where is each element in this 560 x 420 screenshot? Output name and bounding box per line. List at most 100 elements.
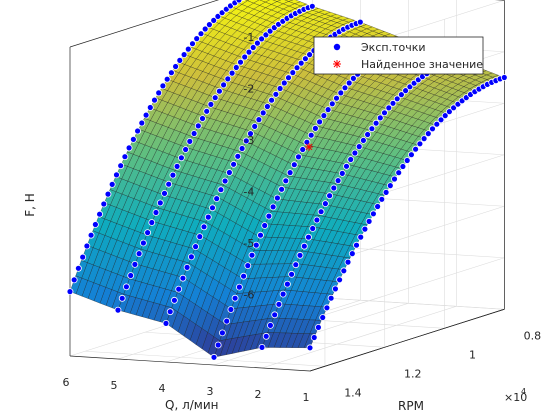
exp-point	[165, 180, 173, 188]
exp-point	[340, 267, 348, 275]
exp-point	[416, 140, 424, 148]
exp-point	[252, 241, 260, 249]
exp-point	[395, 169, 403, 177]
exp-point	[235, 283, 243, 291]
exp-point	[259, 109, 267, 117]
exp-point	[231, 294, 239, 302]
exp-point	[255, 116, 263, 123]
q-tick-label: 5	[111, 379, 118, 392]
exp-point	[135, 250, 143, 258]
legend-marker-exp-points	[333, 43, 341, 51]
rpm-exponent: ×10 4	[504, 387, 527, 404]
exp-point	[196, 233, 204, 241]
exp-point	[296, 251, 304, 259]
exp-point	[393, 95, 401, 103]
exp-point	[353, 241, 360, 249]
exp-point	[176, 57, 184, 64]
exp-point	[144, 229, 152, 237]
exp-point	[139, 239, 147, 247]
exp-point	[290, 161, 298, 169]
exp-point	[155, 89, 163, 97]
exp-point	[172, 63, 180, 70]
exp-point	[228, 69, 236, 77]
exp-point	[347, 156, 355, 163]
exp-point	[306, 51, 314, 58]
axis-edge	[69, 355, 311, 372]
exp-point	[275, 300, 283, 308]
q-tick-label: 3	[207, 385, 214, 398]
exp-point	[331, 285, 339, 293]
exp-point	[343, 162, 350, 170]
axis-edge	[69, 0, 220, 48]
exp-point	[386, 182, 394, 190]
exp-point	[356, 18, 364, 26]
exp-point	[317, 208, 325, 216]
exp-point	[220, 81, 228, 89]
exp-point	[397, 91, 405, 98]
rpm-exponent-power: 4	[521, 387, 526, 396]
exp-point	[225, 169, 233, 176]
q-tick-label: 6	[63, 376, 70, 389]
exp-point	[251, 123, 259, 130]
exp-point	[257, 231, 264, 239]
exp-point	[305, 233, 312, 241]
exp-point	[159, 82, 167, 90]
exp-point	[297, 59, 305, 67]
exp-point	[283, 280, 291, 288]
exp-point	[114, 306, 122, 314]
exp-point	[131, 260, 139, 268]
exp-point	[376, 114, 384, 122]
exp-point	[319, 314, 327, 321]
exp-point	[192, 243, 200, 251]
exp-point	[276, 85, 284, 92]
exp-point	[217, 186, 225, 194]
exp-point	[308, 2, 316, 10]
exp-point	[179, 274, 187, 282]
exp-point	[261, 222, 269, 229]
exp-point	[389, 99, 397, 107]
exp-point	[87, 231, 95, 239]
exp-point	[151, 96, 158, 104]
exp-point	[100, 200, 108, 208]
exp-point	[166, 308, 174, 316]
exp-point	[214, 341, 222, 349]
legend-marker-found-value	[333, 60, 341, 68]
z-tick-label: -3	[243, 134, 254, 147]
exp-point	[117, 162, 125, 170]
exp-point	[288, 270, 296, 278]
exp-point	[163, 75, 171, 83]
exp-point	[248, 251, 256, 259]
exp-point	[333, 94, 340, 102]
exp-point	[265, 212, 273, 220]
q-tick-label: 2	[255, 388, 262, 401]
rpm-tick-label: 0.8	[524, 329, 542, 342]
legend-label-found-value: Найденное значение	[361, 58, 483, 71]
exp-point	[372, 119, 380, 127]
rpm-exponent-base: ×10	[504, 391, 527, 404]
exp-point	[266, 321, 274, 329]
exp-point-curve	[114, 2, 316, 314]
exp-point	[92, 221, 99, 228]
exp-point	[378, 195, 386, 203]
exp-point	[129, 135, 137, 143]
experiment-points	[66, 0, 508, 361]
exp-point	[368, 125, 376, 133]
exp-point	[156, 199, 164, 207]
exp-point	[269, 203, 277, 211]
exp-point	[262, 332, 270, 340]
exp-point	[355, 143, 363, 151]
axis-edge	[309, 308, 505, 372]
exp-point	[316, 118, 324, 126]
z-axis-label: F, Н	[23, 193, 37, 217]
exp-point	[349, 75, 357, 82]
exp-point	[268, 96, 276, 104]
exp-point	[83, 242, 91, 250]
exp-point	[148, 219, 156, 226]
exp-point	[203, 107, 211, 115]
exp-point	[200, 223, 208, 231]
exp-point	[344, 258, 352, 266]
exp-point	[189, 40, 196, 48]
exp-point	[321, 200, 329, 208]
y-axis-label: RPM	[398, 399, 424, 413]
exp-point	[500, 74, 508, 81]
